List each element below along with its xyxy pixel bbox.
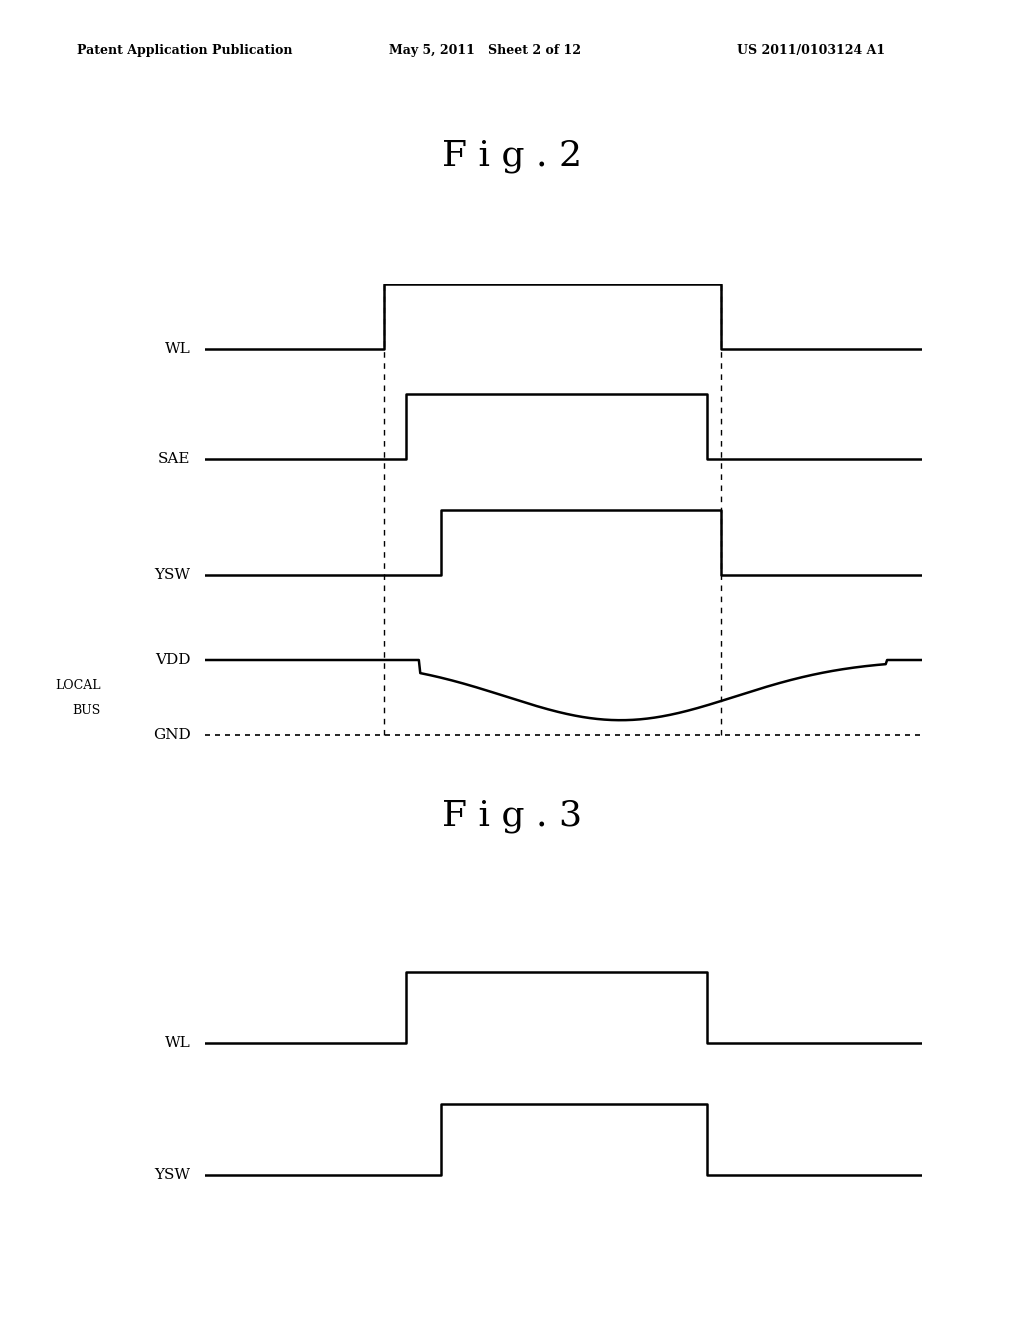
Text: May 5, 2011   Sheet 2 of 12: May 5, 2011 Sheet 2 of 12	[389, 44, 582, 57]
Text: F i g . 3: F i g . 3	[442, 799, 582, 833]
Text: VDD: VDD	[155, 653, 190, 667]
Text: US 2011/0103124 A1: US 2011/0103124 A1	[737, 44, 886, 57]
Text: GND: GND	[153, 729, 190, 742]
Text: SAE: SAE	[158, 453, 190, 466]
Text: LOCAL: LOCAL	[55, 678, 101, 692]
Text: Patent Application Publication: Patent Application Publication	[77, 44, 292, 57]
Text: YSW: YSW	[155, 568, 190, 582]
Text: F i g . 2: F i g . 2	[442, 139, 582, 173]
Text: YSW: YSW	[155, 1168, 190, 1181]
Text: BUS: BUS	[73, 704, 101, 717]
Text: WL: WL	[165, 342, 190, 356]
Text: WL: WL	[165, 1036, 190, 1049]
